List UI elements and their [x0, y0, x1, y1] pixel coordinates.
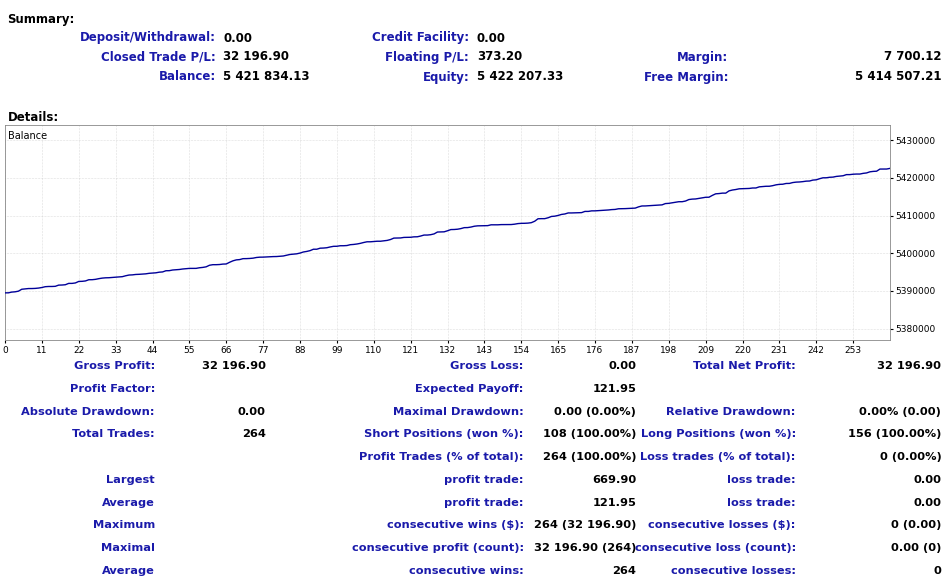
Text: Credit Facility:: Credit Facility:	[372, 31, 469, 44]
Text: consecutive losses:: consecutive losses:	[671, 566, 796, 576]
Text: 121.95: 121.95	[592, 498, 637, 508]
Text: 7 700.12: 7 700.12	[884, 51, 941, 63]
Text: 32 196.90: 32 196.90	[201, 361, 266, 371]
Text: 0.00 (0): 0.00 (0)	[891, 543, 941, 553]
Text: Maximal Drawdown:: Maximal Drawdown:	[393, 407, 524, 417]
Text: Total Net Profit:: Total Net Profit:	[693, 361, 796, 371]
Text: 0.00 (0.00%): 0.00 (0.00%)	[554, 407, 637, 417]
Text: loss trade:: loss trade:	[727, 498, 796, 508]
Text: Expected Payoff:: Expected Payoff:	[415, 384, 524, 394]
Text: 0.00: 0.00	[223, 31, 253, 44]
Text: consecutive loss (count):: consecutive loss (count):	[635, 543, 796, 553]
Text: consecutive losses ($):: consecutive losses ($):	[648, 520, 796, 530]
Text: Short Positions (won %):: Short Positions (won %):	[364, 430, 524, 439]
Text: 0.00: 0.00	[477, 31, 506, 44]
Text: Closed Trade P/L:: Closed Trade P/L:	[101, 51, 216, 63]
Text: 0.00: 0.00	[913, 498, 941, 508]
Text: Maximal: Maximal	[101, 543, 155, 553]
Text: profit trade:: profit trade:	[445, 498, 524, 508]
Text: Margin:: Margin:	[677, 51, 728, 63]
Text: loss trade:: loss trade:	[727, 475, 796, 485]
Text: Balance:: Balance:	[158, 70, 216, 83]
Text: 5 414 507.21: 5 414 507.21	[855, 70, 941, 83]
Text: 264 (32 196.90): 264 (32 196.90)	[534, 520, 637, 530]
Text: Gross Loss:: Gross Loss:	[450, 361, 524, 371]
Text: 156 (100.00%): 156 (100.00%)	[848, 430, 941, 439]
Text: Equity:: Equity:	[423, 70, 469, 83]
Text: 108 (100.00%): 108 (100.00%)	[543, 430, 637, 439]
Text: 0.00: 0.00	[237, 407, 266, 417]
Text: consecutive wins:: consecutive wins:	[409, 566, 524, 576]
Text: Gross Profit:: Gross Profit:	[74, 361, 155, 371]
Text: Details:: Details:	[8, 111, 59, 123]
Text: 264 (100.00%): 264 (100.00%)	[543, 452, 637, 462]
Text: Largest: Largest	[106, 475, 155, 485]
Text: 0.00% (0.00): 0.00% (0.00)	[859, 407, 941, 417]
Text: consecutive profit (count):: consecutive profit (count):	[352, 543, 524, 553]
Text: 32 196.90: 32 196.90	[223, 51, 289, 63]
Text: Average: Average	[102, 498, 155, 508]
Text: Profit Trades (% of total):: Profit Trades (% of total):	[359, 452, 524, 462]
Text: 264: 264	[612, 566, 637, 576]
Text: 0.00: 0.00	[913, 475, 941, 485]
Text: 5 422 207.33: 5 422 207.33	[477, 70, 563, 83]
Text: 32 196.90 (264): 32 196.90 (264)	[534, 543, 637, 553]
Text: Total Trades:: Total Trades:	[72, 430, 155, 439]
Text: Absolute Drawdown:: Absolute Drawdown:	[22, 407, 155, 417]
Text: 5 421 834.13: 5 421 834.13	[223, 70, 309, 83]
Text: 373.20: 373.20	[477, 51, 522, 63]
Text: 0: 0	[934, 566, 941, 576]
Text: Long Positions (won %):: Long Positions (won %):	[640, 430, 796, 439]
Text: Deposit/Withdrawal:: Deposit/Withdrawal:	[79, 31, 216, 44]
Text: Free Margin:: Free Margin:	[644, 70, 728, 83]
Text: profit trade:: profit trade:	[445, 475, 524, 485]
Text: Balance: Balance	[8, 132, 46, 141]
Text: Average: Average	[102, 566, 155, 576]
Text: Loss trades (% of total):: Loss trades (% of total):	[640, 452, 796, 462]
Text: Profit Factor:: Profit Factor:	[69, 384, 155, 394]
Text: 264: 264	[242, 430, 266, 439]
Text: 121.95: 121.95	[592, 384, 637, 394]
Text: Relative Drawdown:: Relative Drawdown:	[666, 407, 796, 417]
Text: Maximum: Maximum	[93, 520, 155, 530]
Text: consecutive wins ($):: consecutive wins ($):	[387, 520, 524, 530]
Text: 32 196.90: 32 196.90	[877, 361, 941, 371]
Text: Summary:: Summary:	[8, 13, 75, 26]
Text: Floating P/L:: Floating P/L:	[385, 51, 469, 63]
Text: 0 (0.00): 0 (0.00)	[891, 520, 941, 530]
Text: 669.90: 669.90	[592, 475, 637, 485]
Text: 0.00: 0.00	[608, 361, 637, 371]
Text: 0 (0.00%): 0 (0.00%)	[880, 452, 941, 462]
